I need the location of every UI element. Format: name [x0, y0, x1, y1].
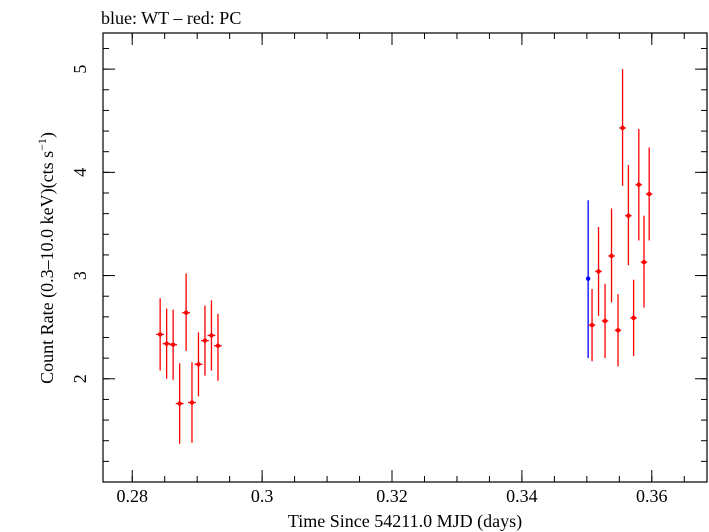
series-0: [585, 200, 591, 359]
data-point: [615, 328, 621, 333]
data-point: [609, 253, 614, 259]
x-tick-label: 0.3: [251, 486, 274, 506]
x-tick-labels: 0.28 0.3 0.32 0.34 0.36: [116, 486, 667, 506]
data-point: [641, 259, 647, 265]
data-point: [589, 322, 595, 328]
data-point: [164, 341, 169, 346]
chart-title: blue: WT – red: PC: [101, 8, 241, 28]
x-axis-label: Time Since 54211.0 MJD (days): [288, 511, 522, 532]
data-point: [183, 310, 189, 315]
data-point: [189, 400, 195, 405]
y-tick-label: 2: [70, 374, 90, 383]
plot-frame: [102, 32, 708, 483]
series-1: [156, 69, 653, 444]
data-point: [157, 332, 163, 337]
data-point: [177, 401, 182, 406]
data-point: [636, 182, 642, 187]
data-point: [631, 315, 636, 321]
data-point: [646, 191, 652, 197]
data-point: [620, 125, 625, 131]
data-point: [202, 338, 208, 343]
axis-ticks: [103, 33, 707, 483]
data-point: [626, 213, 631, 218]
x-tick-label: 0.36: [636, 486, 668, 506]
x-tick-label: 0.28: [116, 486, 148, 506]
y-axis-label-superscript: −1: [35, 138, 49, 151]
y-tick-labels: 2 3 4 5: [70, 65, 90, 384]
data-point: [170, 342, 176, 347]
data-point: [196, 362, 201, 367]
data-points: [156, 69, 653, 444]
y-axis-label-main: Count Rate (0.3–10.0 keV)(cts s: [37, 151, 58, 384]
y-axis-label: Count Rate (0.3–10.0 keV)(cts s−1): [35, 132, 58, 384]
data-point: [215, 343, 221, 348]
x-tick-label: 0.34: [506, 486, 538, 506]
data-point: [602, 318, 608, 324]
y-axis-label-end: ): [37, 132, 58, 138]
data-point: [585, 276, 591, 281]
y-tick-label: 4: [70, 168, 90, 177]
y-tick-label: 3: [70, 271, 90, 280]
data-point: [596, 269, 601, 274]
x-tick-label: 0.32: [376, 486, 408, 506]
data-point: [209, 333, 214, 338]
y-tick-label: 5: [70, 65, 90, 74]
